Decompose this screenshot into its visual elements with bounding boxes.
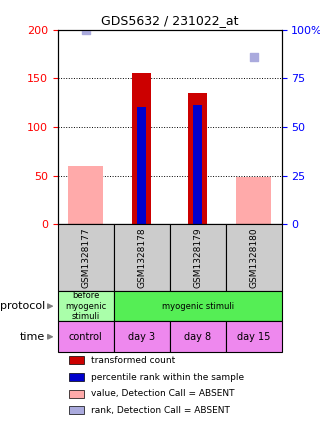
Point xyxy=(251,53,256,60)
Text: control: control xyxy=(69,332,102,342)
Text: transformed count: transformed count xyxy=(91,356,175,365)
Bar xyxy=(58,291,114,321)
Bar xyxy=(170,224,226,291)
Text: day 8: day 8 xyxy=(184,332,211,342)
Title: GDS5632 / 231022_at: GDS5632 / 231022_at xyxy=(101,14,238,27)
Text: rank, Detection Call = ABSENT: rank, Detection Call = ABSENT xyxy=(91,406,230,415)
Text: day 15: day 15 xyxy=(237,332,270,342)
Bar xyxy=(193,105,203,224)
Bar xyxy=(236,178,271,224)
Bar xyxy=(69,373,84,381)
Text: percentile rank within the sample: percentile rank within the sample xyxy=(91,373,244,382)
Bar xyxy=(226,224,282,291)
Text: GSM1328177: GSM1328177 xyxy=(81,227,90,288)
Bar xyxy=(188,93,207,224)
Point xyxy=(83,26,88,33)
Bar xyxy=(226,321,282,352)
Bar xyxy=(137,107,147,224)
Text: GSM1328178: GSM1328178 xyxy=(137,227,146,288)
Bar xyxy=(69,407,84,415)
Bar xyxy=(114,321,170,352)
Text: value, Detection Call = ABSENT: value, Detection Call = ABSENT xyxy=(91,389,235,398)
Bar xyxy=(170,321,226,352)
Bar xyxy=(132,74,151,224)
Text: day 3: day 3 xyxy=(128,332,155,342)
Text: GSM1328179: GSM1328179 xyxy=(193,227,202,288)
Bar xyxy=(114,291,282,321)
Bar xyxy=(69,390,84,398)
Text: protocol: protocol xyxy=(0,301,45,311)
Bar xyxy=(58,224,114,291)
Bar xyxy=(58,321,114,352)
Bar xyxy=(69,357,84,364)
Bar xyxy=(114,224,170,291)
Text: myogenic stimuli: myogenic stimuli xyxy=(162,302,234,310)
Bar xyxy=(68,166,103,224)
Text: GSM1328180: GSM1328180 xyxy=(249,227,258,288)
Text: before
myogenic
stimuli: before myogenic stimuli xyxy=(65,291,106,321)
Text: time: time xyxy=(20,332,45,342)
